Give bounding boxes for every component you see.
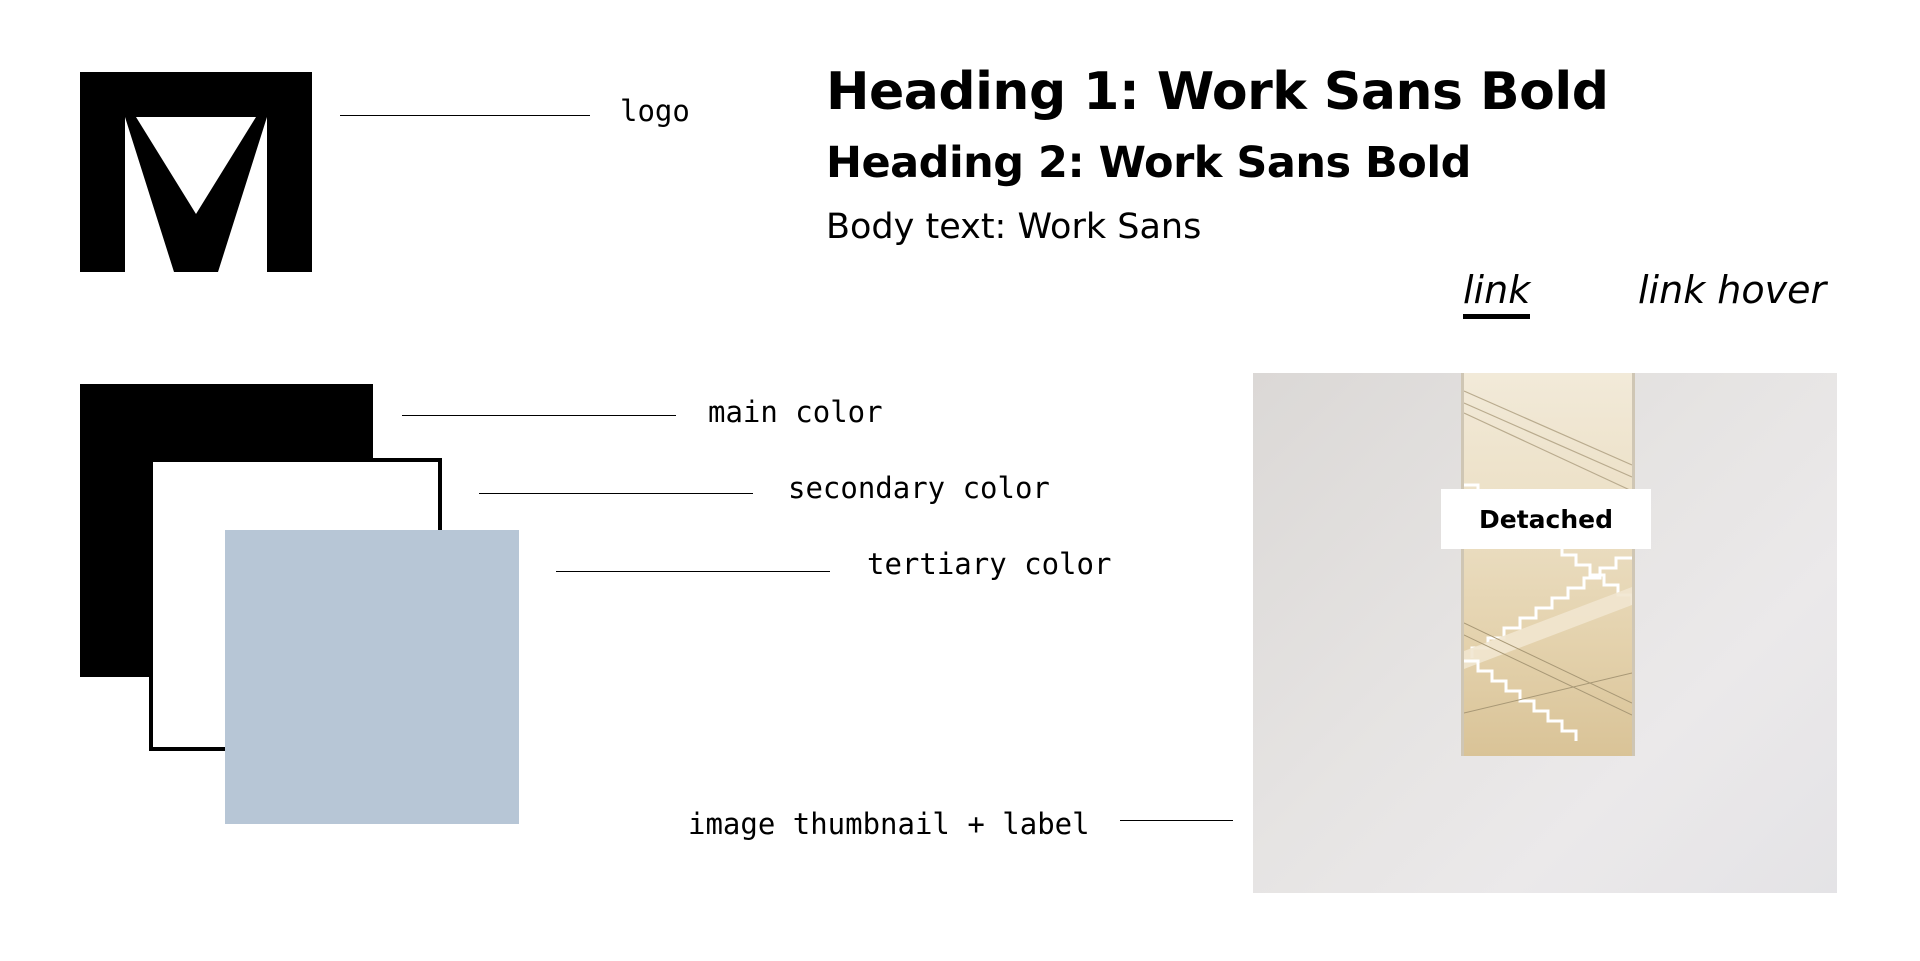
ma-monogram-icon (80, 72, 312, 272)
tertiary-color-annotation: tertiary color (867, 547, 1112, 581)
heading-2-sample: Heading 2: Work Sans Bold (826, 138, 1471, 188)
main-color-leader-line (402, 415, 676, 416)
thumbnail-leader-line (1120, 820, 1233, 821)
secondary-color-annotation: secondary color (788, 471, 1050, 505)
tertiary-color-leader-line (556, 571, 830, 572)
staircase-photo-icon (1461, 373, 1635, 756)
main-color-annotation: main color (708, 395, 883, 429)
logo-annotation: logo (620, 94, 690, 128)
logo (80, 72, 312, 272)
link-sample[interactable]: link (1463, 269, 1531, 319)
body-text-sample: Body text: Work Sans (826, 207, 1202, 247)
logo-leader-line (340, 115, 590, 116)
tertiary-color-swatch (225, 530, 519, 824)
image-thumbnail[interactable]: Detached (1253, 373, 1837, 893)
link-hover-sample[interactable]: link hover (1638, 268, 1827, 312)
thumbnail-label: Detached (1441, 489, 1651, 549)
thumbnail-annotation: image thumbnail + label (688, 807, 1090, 841)
heading-1-sample: Heading 1: Work Sans Bold (826, 62, 1609, 122)
secondary-color-leader-line (479, 493, 753, 494)
